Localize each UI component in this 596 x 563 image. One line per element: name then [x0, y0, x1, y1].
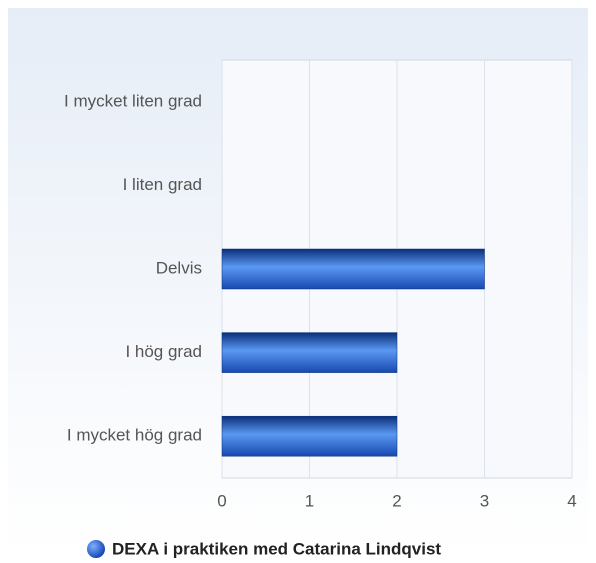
x-tick-label: 0	[217, 491, 226, 510]
x-tick-label: 4	[567, 491, 576, 510]
y-tick-label: I mycket liten grad	[64, 91, 202, 110]
y-tick-label: Delvis	[156, 258, 202, 277]
x-tick-label: 3	[480, 491, 489, 510]
legend-marker	[87, 540, 105, 558]
x-tick-label: 1	[305, 491, 314, 510]
x-tick-label: 2	[392, 491, 401, 510]
bar	[221, 415, 398, 457]
y-tick-label: I mycket hög grad	[67, 426, 202, 445]
bar	[221, 332, 398, 373]
legend-label: DEXA i praktiken med Catarina Lindqvist	[112, 539, 441, 558]
y-tick-label: I liten grad	[123, 175, 202, 194]
bar	[221, 248, 485, 290]
y-tick-label: I hög grad	[125, 342, 202, 361]
